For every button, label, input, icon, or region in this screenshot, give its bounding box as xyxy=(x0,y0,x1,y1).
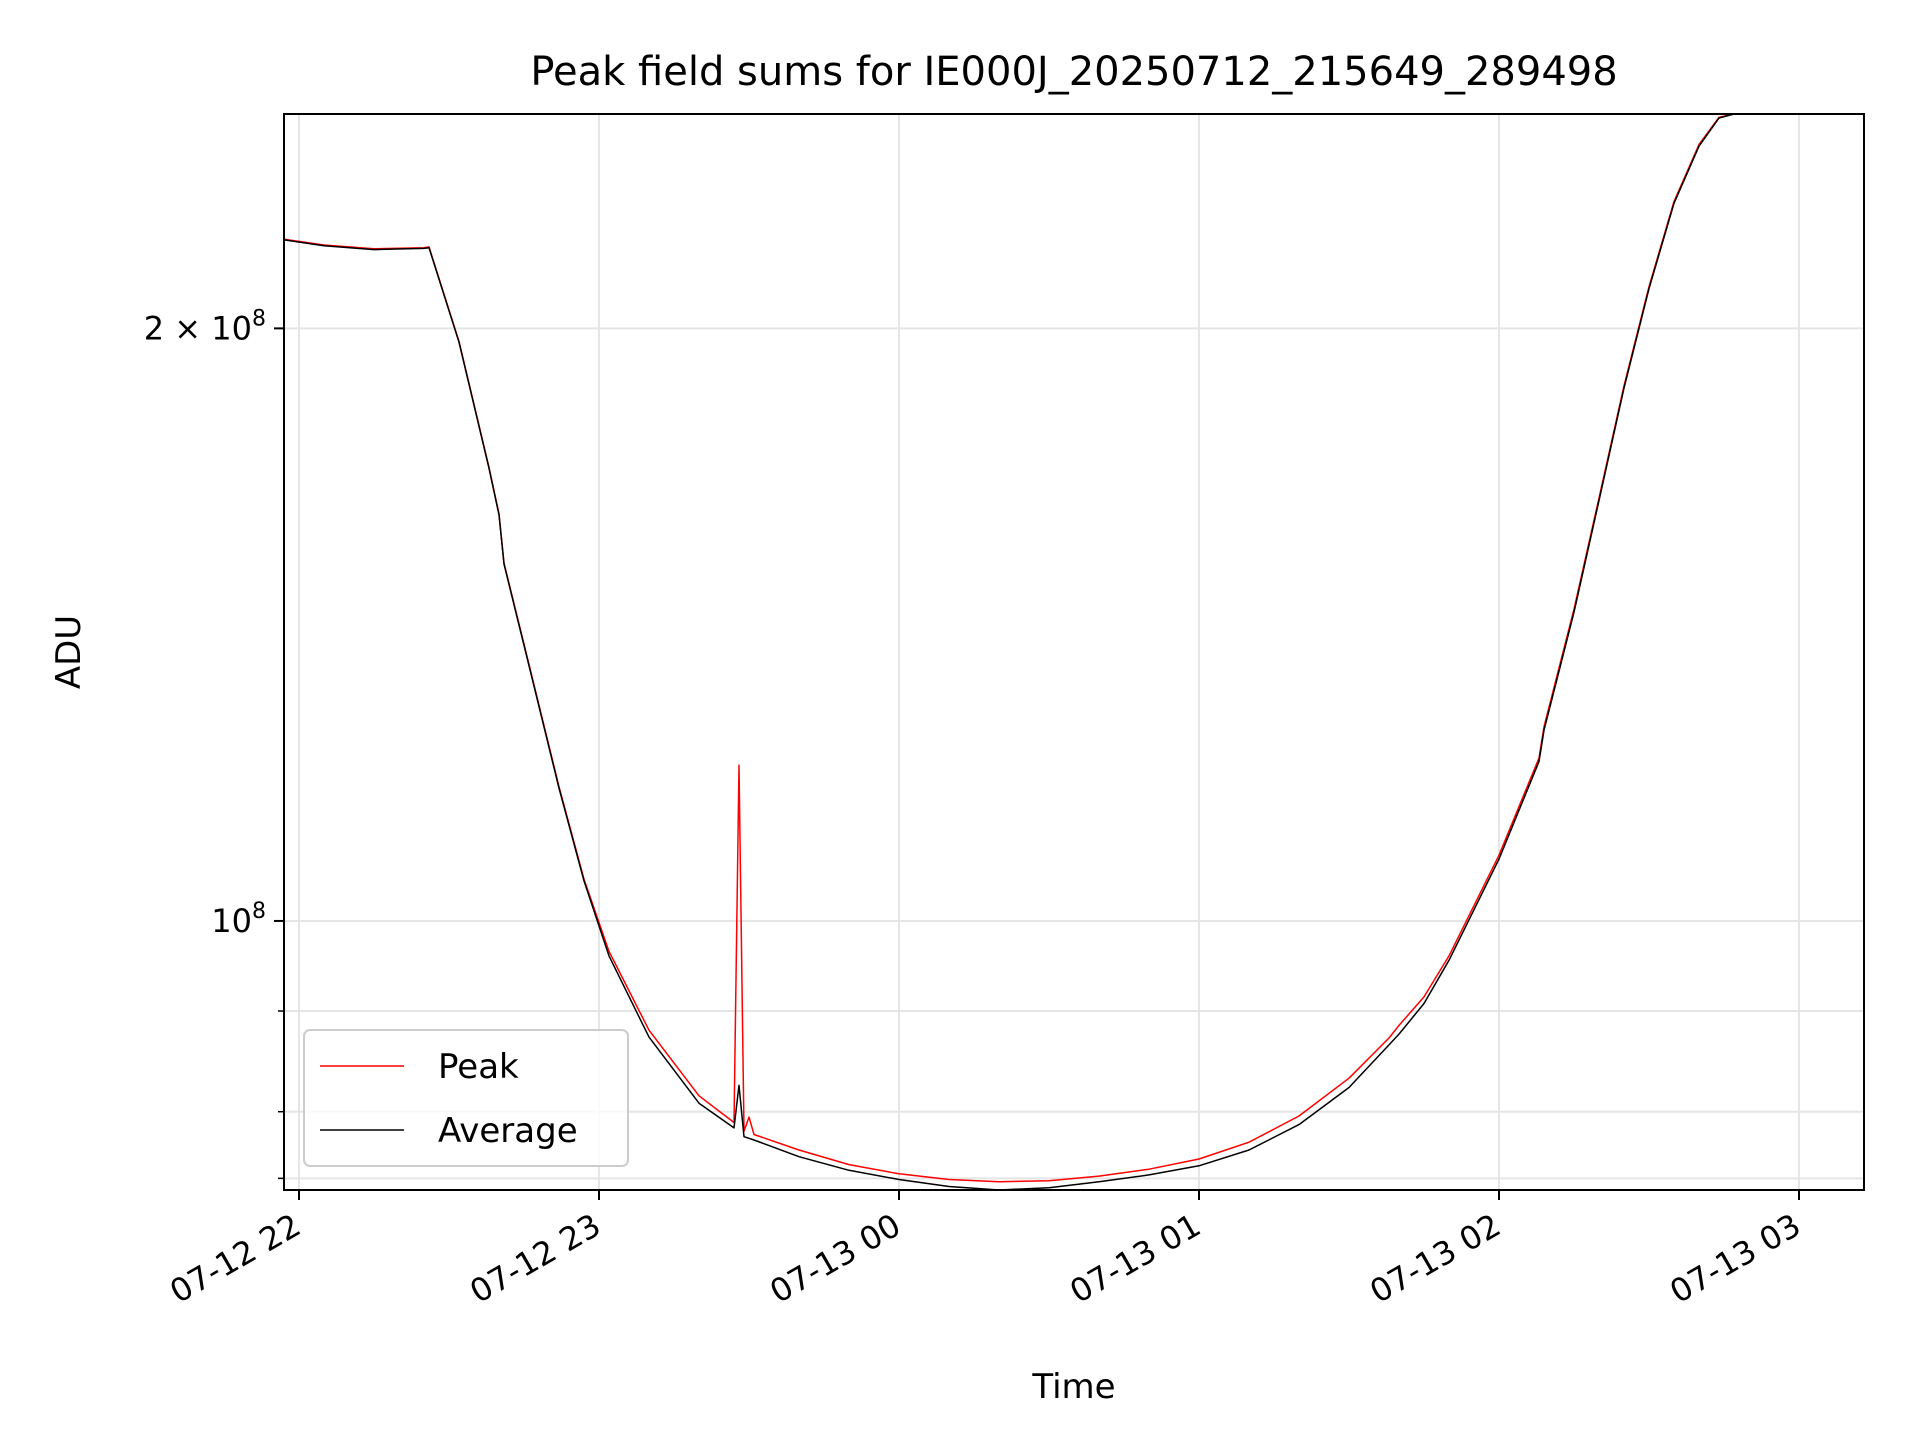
y-tick-label-exponent: 8 xyxy=(252,306,266,331)
x-axis-label: Time xyxy=(1031,1367,1115,1407)
chart-title: Peak field sums for IE000J_20250712_2156… xyxy=(530,49,1617,95)
legend-box xyxy=(303,1029,629,1167)
y-tick-label-exponent: 8 xyxy=(252,899,266,924)
y-tick-label: 2 × 108 xyxy=(144,306,266,347)
y-tick-label: 108 xyxy=(211,899,266,940)
y-tick-label-base: 10 xyxy=(211,902,252,940)
series-line-average xyxy=(284,113,1735,1191)
y-tick-label-mult: 2 × xyxy=(144,309,212,347)
legend: Peak Average xyxy=(303,1029,629,1167)
legend-label-peak: Peak xyxy=(438,1047,519,1087)
series-layer xyxy=(284,113,1735,1191)
legend-label-average: Average xyxy=(438,1111,578,1151)
plot-frame xyxy=(283,113,1865,1191)
y-tick-label-base: 10 xyxy=(211,309,252,347)
y-axis-label: ADU xyxy=(49,615,89,689)
